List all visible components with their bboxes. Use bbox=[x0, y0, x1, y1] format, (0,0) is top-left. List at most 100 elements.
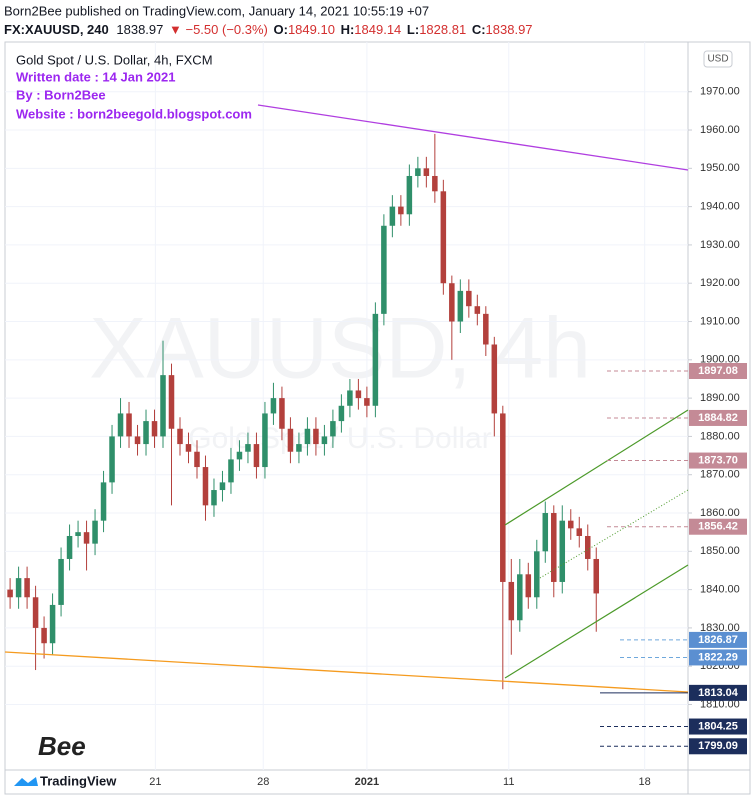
candle-body bbox=[211, 490, 217, 506]
candle-body bbox=[92, 520, 98, 544]
ohlc-value: 1849.14 bbox=[354, 22, 401, 37]
trend-line bbox=[257, 104, 689, 171]
annotation: By : Born2Bee bbox=[16, 87, 106, 102]
candle-body bbox=[406, 175, 413, 215]
candle-body bbox=[66, 535, 73, 559]
level-badge bbox=[689, 631, 747, 648]
publisher: Born2Bee published on TradingView.com, J… bbox=[4, 3, 429, 18]
candle-body bbox=[49, 604, 56, 644]
candle-body bbox=[593, 558, 600, 594]
symbol: FX:XAUUSD, 240 bbox=[4, 22, 109, 37]
candle-body bbox=[551, 513, 557, 582]
candle-body bbox=[584, 535, 591, 559]
y-tick-label: 1960.00 bbox=[700, 124, 740, 136]
y-tick-label: 1900.00 bbox=[700, 354, 740, 366]
y-tick-label: 1860.00 bbox=[700, 507, 740, 519]
candle-body bbox=[330, 421, 336, 437]
candle-body bbox=[347, 390, 353, 406]
y-tick-label: 1930.00 bbox=[700, 239, 740, 251]
plot bbox=[5, 42, 688, 770]
candle-body bbox=[160, 375, 166, 437]
channel-line bbox=[504, 409, 689, 526]
candle-body bbox=[262, 413, 268, 468]
annotation: Website : born2beegold.blogspot.com bbox=[16, 106, 252, 121]
candle-body bbox=[517, 574, 523, 621]
candle-body bbox=[364, 398, 370, 406]
candle-body bbox=[483, 313, 489, 345]
trend-line bbox=[4, 651, 689, 693]
candle-body bbox=[508, 581, 515, 621]
x-tick-label: 21 bbox=[149, 776, 161, 788]
candle-body bbox=[219, 482, 226, 491]
y-tick-label: 1870.00 bbox=[700, 469, 740, 481]
level-badge bbox=[689, 649, 747, 666]
candle-body bbox=[100, 482, 107, 521]
candle-body bbox=[423, 168, 430, 176]
candle-body bbox=[32, 597, 39, 628]
ohlc-value: 1828.81 bbox=[419, 22, 466, 37]
x-tick-label: 18 bbox=[639, 776, 651, 788]
candle-body bbox=[185, 444, 192, 452]
candle-body bbox=[202, 467, 209, 506]
level-badge bbox=[689, 518, 747, 535]
currency-badge[interactable] bbox=[703, 50, 733, 68]
x-tick-label: 28 bbox=[257, 776, 269, 788]
candle-body bbox=[466, 290, 472, 307]
currency[interactable]: USD bbox=[707, 54, 728, 65]
candle-body bbox=[415, 168, 421, 176]
last-price: 1838.97 bbox=[116, 22, 163, 37]
y-tick-label: 1970.00 bbox=[700, 86, 740, 98]
level-badge bbox=[689, 684, 747, 701]
candle-body bbox=[109, 436, 115, 483]
candle-body bbox=[534, 551, 540, 598]
ohlc-key: O: bbox=[274, 22, 288, 37]
candle-body bbox=[304, 428, 311, 445]
x-tick-label: 2021 bbox=[355, 776, 379, 788]
candle-body bbox=[313, 428, 319, 445]
candle-body bbox=[143, 421, 149, 445]
bee-logo: Bee bbox=[38, 731, 86, 761]
candle-body bbox=[389, 206, 396, 226]
candle-body bbox=[457, 290, 464, 322]
candle-body bbox=[151, 421, 158, 437]
y-tick-label: 1910.00 bbox=[700, 315, 740, 327]
channel-line bbox=[504, 564, 689, 679]
candle-body bbox=[355, 390, 362, 399]
ohlc-value: 1849.10 bbox=[288, 22, 335, 37]
y-tick-label: 1880.00 bbox=[700, 430, 740, 442]
level-label: 1884.82 bbox=[698, 412, 738, 424]
candle-body bbox=[134, 436, 141, 445]
y-tick-label: 1920.00 bbox=[700, 277, 740, 289]
level-badge bbox=[689, 409, 747, 426]
candle-body bbox=[500, 413, 506, 582]
candle-body bbox=[177, 428, 183, 445]
candle-body bbox=[398, 206, 404, 215]
candle-body bbox=[321, 436, 328, 445]
candle-body bbox=[559, 520, 566, 582]
candle-body bbox=[576, 528, 583, 536]
level-label: 1873.70 bbox=[698, 454, 738, 466]
candle-body bbox=[228, 459, 234, 483]
ohlc-key: C: bbox=[472, 22, 486, 37]
candle-body bbox=[236, 451, 243, 460]
candle-body bbox=[381, 225, 387, 314]
candle-body bbox=[253, 444, 260, 468]
level-badge bbox=[689, 363, 747, 380]
candle-body bbox=[83, 532, 90, 544]
candle-body bbox=[117, 413, 124, 437]
candle-body bbox=[440, 191, 447, 284]
change: ▼ −5.50 (−0.3%) bbox=[169, 22, 268, 37]
candle-body bbox=[15, 578, 22, 598]
y-tick-label: 1810.00 bbox=[700, 698, 740, 710]
level-label: 1799.09 bbox=[698, 740, 738, 752]
tv-logo-icon bbox=[14, 777, 38, 786]
tv-logo: TradingView bbox=[40, 773, 117, 788]
ohlc-value: 1838.97 bbox=[486, 22, 533, 37]
frame bbox=[4, 41, 751, 795]
level-badge bbox=[689, 718, 747, 735]
annotation: Written date : 14 Jan 2021 bbox=[16, 69, 175, 84]
candle-body bbox=[270, 398, 277, 414]
candle-body bbox=[75, 532, 81, 536]
candle-body bbox=[525, 574, 532, 598]
